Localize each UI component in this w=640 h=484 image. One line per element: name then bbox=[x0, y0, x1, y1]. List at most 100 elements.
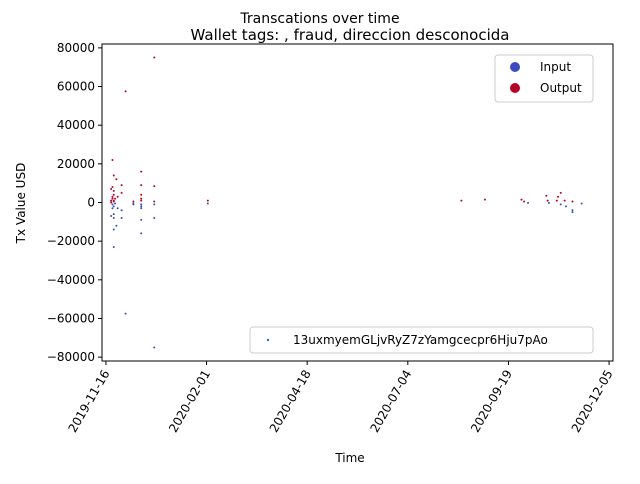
output-point bbox=[116, 195, 119, 198]
input-point bbox=[112, 216, 115, 219]
output-point bbox=[140, 170, 143, 173]
y-tick-label: 40000 bbox=[57, 118, 95, 132]
output-point bbox=[111, 197, 114, 200]
output-point bbox=[110, 199, 113, 202]
output-point bbox=[153, 56, 156, 59]
output-point bbox=[114, 197, 117, 200]
x-tick-label: 2020-04-18 bbox=[267, 368, 314, 435]
input-point bbox=[132, 203, 135, 206]
input-point bbox=[110, 215, 113, 218]
input-point bbox=[120, 216, 123, 219]
legend-input-marker bbox=[510, 62, 520, 72]
y-axis-label: Tx Value USD bbox=[14, 163, 28, 245]
output-point bbox=[132, 200, 135, 203]
input-point bbox=[111, 207, 114, 210]
output-point bbox=[112, 189, 115, 192]
y-tick-label: 0 bbox=[87, 196, 95, 210]
output-point bbox=[559, 191, 562, 194]
input-point bbox=[115, 224, 118, 227]
input-point bbox=[580, 202, 583, 205]
output-point bbox=[111, 195, 114, 198]
output-point bbox=[124, 90, 127, 93]
output-point bbox=[115, 178, 118, 181]
input-point bbox=[559, 203, 562, 206]
legend-input-label: Input bbox=[540, 60, 571, 74]
output-point bbox=[206, 199, 209, 202]
chart-suptitle: Transcations over time bbox=[239, 11, 399, 27]
input-point bbox=[571, 209, 574, 212]
output-point bbox=[112, 200, 115, 203]
output-point bbox=[112, 193, 115, 196]
output-point bbox=[140, 197, 143, 200]
output-point bbox=[112, 174, 115, 177]
input-point bbox=[112, 205, 115, 208]
legend-output-label: Output bbox=[540, 81, 582, 95]
output-point bbox=[111, 186, 114, 189]
legend-address-label: 13uxmyemGLjvRyZ7zYamgcecpr6Hju7pAo bbox=[293, 333, 548, 347]
y-tick-label: −40000 bbox=[47, 273, 95, 287]
x-tick-label: 2020-09-19 bbox=[468, 368, 515, 435]
legend-main: Input Output bbox=[494, 54, 594, 103]
output-point bbox=[140, 184, 143, 187]
y-tick-label: 60000 bbox=[57, 80, 95, 94]
output-point bbox=[557, 195, 560, 198]
output-point bbox=[111, 158, 114, 161]
x-tick-label: 2019-11-16 bbox=[66, 368, 113, 435]
y-tick-label: 20000 bbox=[57, 157, 95, 171]
input-point bbox=[206, 202, 209, 205]
output-point bbox=[483, 198, 486, 201]
input-point bbox=[547, 201, 550, 204]
input-point bbox=[571, 211, 574, 214]
input-point bbox=[112, 213, 115, 216]
input-point bbox=[140, 218, 143, 221]
output-point bbox=[153, 200, 156, 203]
y-tick-label: −60000 bbox=[47, 311, 95, 325]
input-point bbox=[153, 216, 156, 219]
output-point bbox=[571, 200, 574, 203]
x-tick-label: 2020-12-05 bbox=[569, 368, 616, 435]
legend-address: 13uxmyemGLjvRyZ7zYamgcecpr6Hju7pAo bbox=[249, 326, 594, 354]
input-point bbox=[140, 207, 143, 210]
input-point bbox=[527, 201, 530, 204]
x-tick-label: 2020-02-01 bbox=[166, 368, 213, 435]
legend-output-marker bbox=[510, 83, 520, 93]
output-point bbox=[460, 199, 463, 202]
legend-address-box bbox=[249, 326, 594, 354]
plot-frame bbox=[101, 43, 614, 362]
input-point bbox=[153, 203, 156, 206]
output-point bbox=[120, 184, 123, 187]
output-point bbox=[546, 199, 549, 202]
output-point bbox=[563, 199, 566, 202]
output-point bbox=[110, 201, 113, 204]
input-point bbox=[140, 203, 143, 206]
output-point bbox=[523, 200, 526, 203]
output-point bbox=[153, 185, 156, 188]
y-tick-label: 80000 bbox=[57, 41, 95, 55]
input-point bbox=[120, 209, 123, 212]
input-point bbox=[114, 202, 117, 205]
input-point bbox=[140, 205, 143, 208]
output-point bbox=[555, 199, 558, 202]
input-point bbox=[112, 245, 115, 248]
chart-title: Wallet tags: , fraud, direccion desconoc… bbox=[191, 26, 510, 44]
input-point bbox=[153, 346, 156, 349]
x-axis-label: Time bbox=[334, 451, 364, 465]
output-point bbox=[140, 193, 143, 196]
output-point bbox=[140, 199, 143, 202]
data-points bbox=[110, 56, 583, 349]
y-tick-label: −20000 bbox=[47, 234, 95, 248]
input-point bbox=[112, 228, 115, 231]
output-point bbox=[110, 187, 113, 190]
input-point bbox=[140, 232, 143, 235]
input-point bbox=[116, 207, 119, 210]
y-tick-label: −80000 bbox=[47, 350, 95, 364]
x-tick-label: 2020-07-04 bbox=[367, 368, 414, 435]
input-point bbox=[564, 205, 567, 208]
input-point bbox=[111, 203, 114, 206]
output-point bbox=[520, 198, 523, 201]
output-point bbox=[545, 194, 548, 197]
output-point bbox=[120, 191, 123, 194]
legend-address-marker bbox=[266, 338, 270, 342]
